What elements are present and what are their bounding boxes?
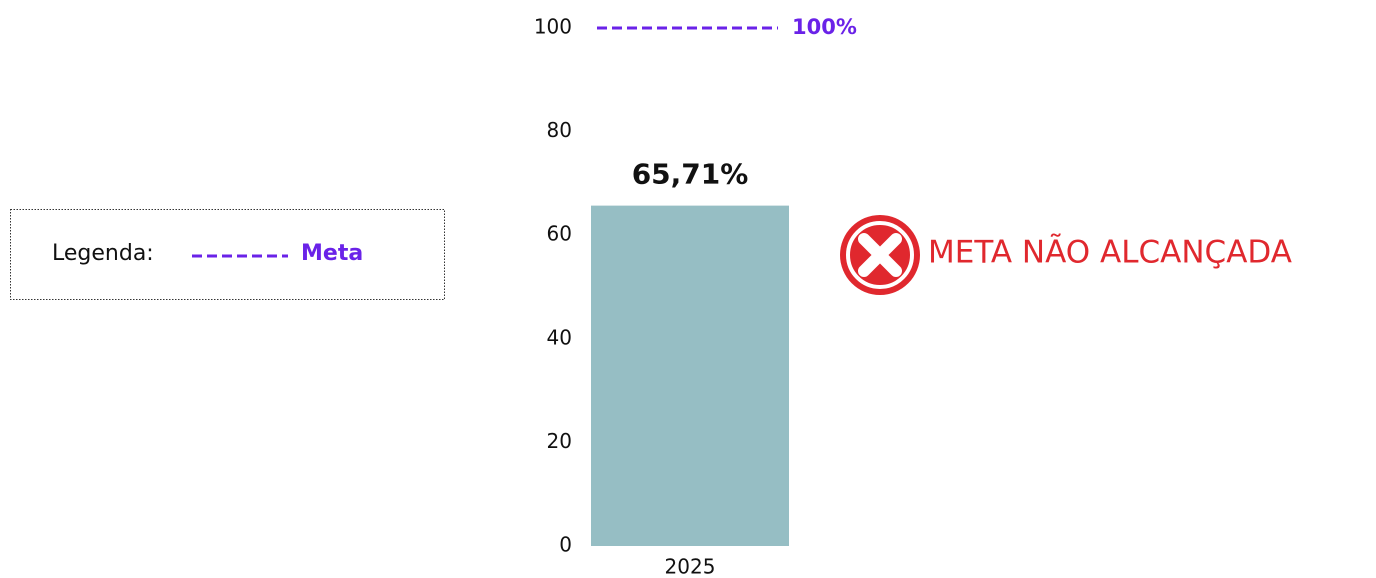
y-tick-label: 100 [534,15,572,39]
status-annotation: META NÃO ALCANÇADA [928,235,1292,271]
y-tick-label: 40 [547,325,572,349]
y-tick-label: 80 [547,118,572,142]
fail-icon [840,215,920,295]
legend-title: Legenda: [52,241,154,266]
legend-box [10,209,445,300]
y-tick-label: 60 [547,222,572,246]
x-tick-label: 2025 [665,555,716,578]
y-tick-label: 20 [547,429,572,453]
y-tick-label: 0 [559,533,572,557]
bar [591,205,789,546]
target-label: 100% [792,15,857,39]
legend-label: Meta [301,241,363,266]
value-label: 65,71% [632,158,749,191]
